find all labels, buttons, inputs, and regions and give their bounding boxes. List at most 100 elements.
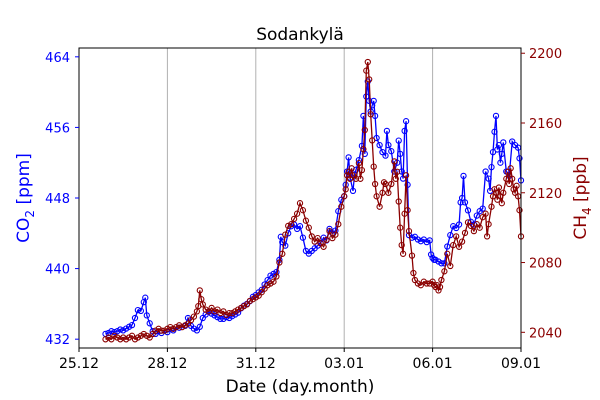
ch4-point [296,200,304,207]
co2-point [461,199,469,206]
x-axis-label: Date (day.month) [226,377,375,397]
ch4-point [361,126,368,134]
ch4-point [305,224,312,231]
co2-point [497,159,504,166]
ch4-point [158,327,165,334]
co2-point [444,243,451,250]
ch4-point [483,233,491,240]
left-tick-label: 448 [45,192,70,207]
co2-point [358,142,366,150]
co2-point [482,168,489,175]
co2-point [438,260,445,267]
ch4-point [199,301,206,308]
co2-point [388,148,395,155]
co2-point [397,150,404,158]
co2-point [370,97,377,105]
ch4-point [382,180,389,188]
x-tick-label: 25.12 [59,356,99,372]
co2-point [489,148,497,156]
co2-series [102,78,525,338]
co2-point [382,152,389,159]
right-axis-label-prefix: CH [571,215,591,240]
ch4-point [288,221,295,228]
ch4-point [366,76,373,83]
co2-point [282,242,289,249]
ch4-point [342,186,349,193]
ch4-point [404,207,411,214]
left-axis-label-suffix: [ppm] [14,153,34,210]
right-tick-label: 2120 [529,187,562,202]
x-tick-label: 31.12 [236,356,276,372]
ch4-point [341,193,348,200]
co2-point [485,175,492,182]
co2-point [383,127,391,135]
co2-point [137,307,145,315]
x-tick-label: 28.12 [147,356,187,372]
ch4-point [485,221,492,228]
ch4-point [482,210,489,217]
ch4-point [338,203,345,210]
left-axis-label-sub: 2 [23,210,37,218]
co2-point [455,221,463,228]
co2-point [217,315,224,323]
ch4-point [323,236,330,244]
left-tick-label: 456 [45,121,70,136]
co2-point [447,231,454,239]
ch4-point [391,158,398,165]
left-tick-label: 432 [45,333,70,348]
co2-point [488,163,495,171]
ch4-point [270,278,277,285]
right-axis-label-suffix: [ppb] [571,156,591,207]
ch4-point [299,207,307,214]
co2-point [128,321,136,329]
ch4-point [273,273,280,280]
ch4-point [453,233,460,240]
left-axis-label-prefix: CO [14,218,34,243]
left-tick-label: 440 [45,263,70,278]
co2-point [134,306,142,314]
co2-point [426,237,433,244]
ch4-point [399,250,407,257]
co2-point [146,320,153,327]
ch4-series [102,58,525,343]
co2-point [299,234,307,241]
right-tick-label: 2080 [529,257,562,272]
x-tick-label: 09.01 [501,356,541,372]
ch4-point [392,175,399,182]
ch4-point [509,175,516,182]
right-tick-label: 2160 [529,117,562,132]
ch4-point [503,175,510,182]
co2-point [516,155,523,162]
ch4-point [364,58,371,66]
ch4-point [369,137,376,144]
co2-point [460,172,467,180]
ch4-point [320,243,327,250]
ch4-point [380,179,388,186]
co2-point [349,187,357,195]
ch4-point [379,189,386,196]
ch4-point [348,165,355,172]
right-axis-label-sub: 4 [580,207,594,215]
ch4-point [423,280,430,287]
co2-point [402,118,410,125]
co2-point [360,112,367,120]
ch4-point [500,189,507,196]
co2-point [355,156,363,164]
ch4-point [402,172,410,179]
ch4-point [367,111,374,118]
ch4-point [376,203,383,210]
co2-point [491,128,498,135]
ch4-point [429,278,436,285]
ch4-point [458,238,466,245]
ch4-point [506,180,513,188]
co2-point [143,312,150,319]
co2-point [404,181,411,188]
co2-point [395,137,402,144]
ch4-point [495,184,503,191]
co2-point [427,251,435,258]
co2-point [108,328,115,335]
x-axis-ticks: 25.12 28.12 31.12 03.01 06.01 09.01 [59,348,541,372]
co2-point [473,212,480,219]
ch4-point [516,207,523,214]
ch4-point [326,227,333,235]
